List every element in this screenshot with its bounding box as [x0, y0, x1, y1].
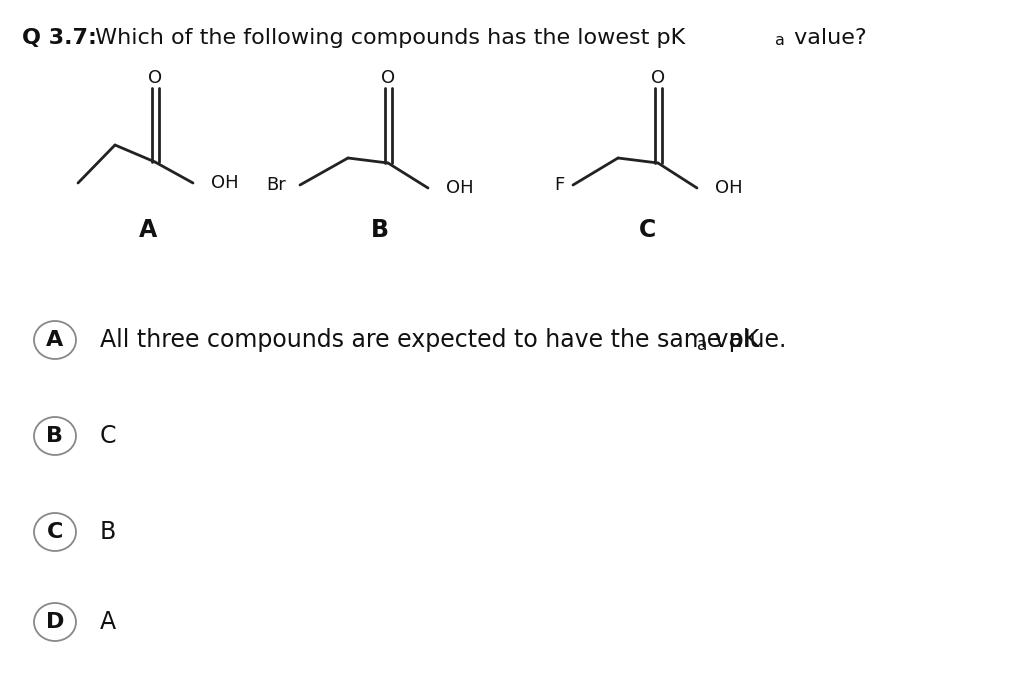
Text: O: O — [381, 69, 395, 87]
Text: O: O — [147, 69, 162, 87]
Text: B: B — [46, 426, 63, 446]
Text: a: a — [697, 336, 708, 354]
Text: a: a — [775, 33, 784, 48]
Text: B: B — [371, 218, 389, 242]
Text: F: F — [555, 176, 565, 194]
Text: All three compounds are expected to have the same pK: All three compounds are expected to have… — [100, 328, 760, 352]
Text: C: C — [47, 522, 63, 542]
Text: O: O — [651, 69, 665, 87]
Text: Q 3.7:: Q 3.7: — [22, 28, 97, 48]
Text: Which of the following compounds has the lowest pK: Which of the following compounds has the… — [88, 28, 685, 48]
Text: A: A — [46, 330, 63, 350]
Text: OH: OH — [715, 179, 742, 197]
Text: Br: Br — [266, 176, 286, 194]
Text: C: C — [639, 218, 656, 242]
Text: OH: OH — [211, 174, 239, 192]
Text: A: A — [100, 610, 116, 634]
Text: B: B — [100, 520, 117, 544]
Text: D: D — [46, 612, 65, 632]
Text: C: C — [100, 424, 117, 448]
Text: OH: OH — [446, 179, 474, 197]
Text: value.: value. — [707, 328, 786, 352]
Text: A: A — [139, 218, 157, 242]
Text: value?: value? — [787, 28, 866, 48]
